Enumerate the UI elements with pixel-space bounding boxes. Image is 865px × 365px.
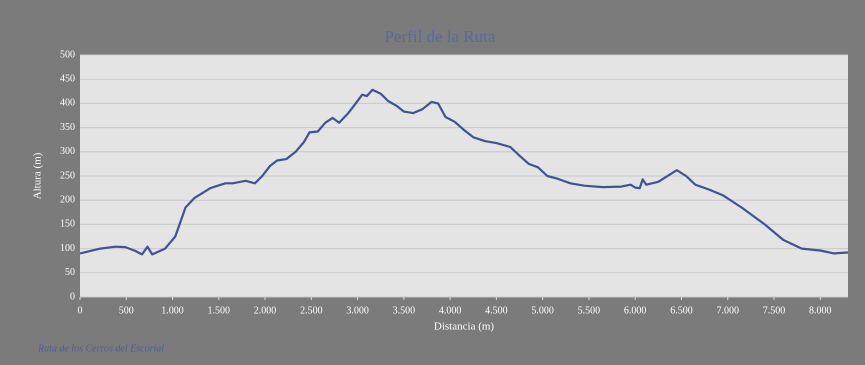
y-axis-label: Altura (m) (32, 152, 44, 199)
y-tick-label: 200 (60, 194, 75, 205)
x-tick-label: 4.000 (439, 305, 462, 316)
x-tick-label: 7.000 (716, 305, 739, 316)
y-tick-label: 100 (60, 243, 75, 254)
x-tick-label: 6.000 (624, 305, 647, 316)
x-tick-label: 3.500 (393, 305, 416, 316)
y-tick-label: 450 (60, 73, 75, 84)
x-tick-label: 8.000 (809, 305, 832, 316)
x-tick-label: 3.000 (346, 305, 369, 316)
x-tick-label: 1.500 (208, 305, 231, 316)
y-tick-label: 350 (60, 122, 75, 133)
x-tick-label: 6.500 (670, 305, 693, 316)
y-tick-label: 300 (60, 146, 75, 157)
x-tick-label: 0 (78, 305, 83, 316)
y-tick-label: 0 (70, 291, 75, 302)
x-tick-label: 5.000 (531, 305, 554, 316)
footnote: Ruta de los Cerros del Escorial (37, 343, 164, 354)
y-tick-label: 400 (60, 98, 75, 109)
x-tick-label: 5.500 (578, 305, 601, 316)
x-tick-label: 1.000 (161, 305, 184, 316)
x-tick-label: 2.500 (300, 305, 323, 316)
x-axis-label: Distancia (m) (434, 321, 495, 333)
y-tick-label: 150 (60, 219, 75, 230)
y-tick-label: 50 (65, 267, 75, 278)
y-tick-label: 500 (60, 49, 75, 60)
x-tick-label: 2.000 (254, 305, 277, 316)
x-tick-label: 4.500 (485, 305, 508, 316)
elevation-line (79, 88, 849, 256)
x-tick-label: 500 (119, 305, 134, 316)
chart-title: Perfil de la Ruta (385, 27, 496, 46)
y-tick-label: 250 (60, 170, 75, 181)
x-tick-label: 7.500 (763, 305, 786, 316)
